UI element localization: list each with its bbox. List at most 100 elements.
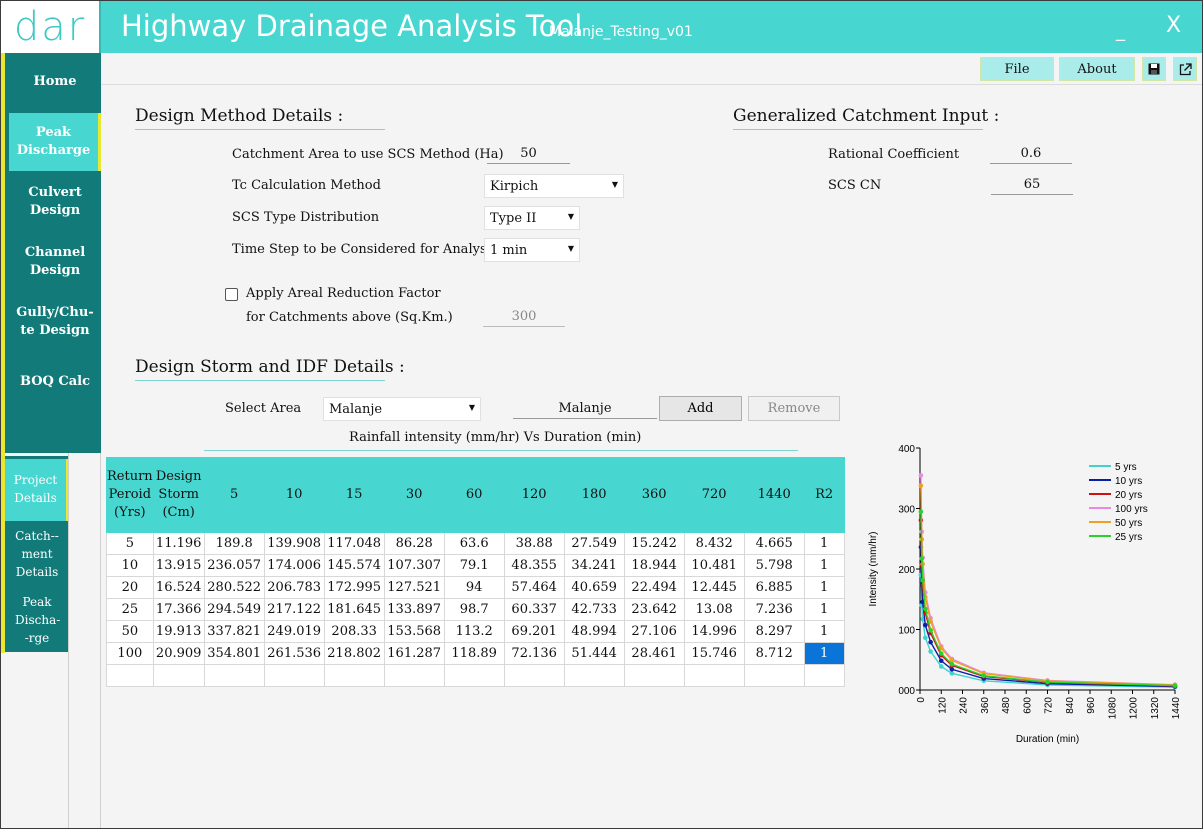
table-cell[interactable] xyxy=(383,664,445,687)
table-cell[interactable]: 69.201 xyxy=(503,620,565,643)
table-cell[interactable]: 10.481 xyxy=(683,554,745,577)
table-cell[interactable]: 34.241 xyxy=(563,554,625,577)
external-link-icon[interactable] xyxy=(1173,57,1197,81)
table-cell[interactable] xyxy=(743,664,805,687)
table-cell[interactable]: 337.821 xyxy=(203,620,265,643)
sidebar-item-gully-chute-design[interactable]: Gully/Chu-te Design xyxy=(16,305,94,338)
table-cell[interactable]: 40.659 xyxy=(563,576,625,599)
table-cell[interactable]: 15.746 xyxy=(683,642,745,665)
table-cell[interactable]: 117.048 xyxy=(323,532,385,555)
subnav-peak-discharge[interactable]: Peak Discha--rge xyxy=(15,595,61,645)
subnav-catchment-details[interactable]: Catch--ment Details xyxy=(15,529,59,579)
table-cell[interactable]: 174.006 xyxy=(263,554,325,577)
table-cell[interactable] xyxy=(203,664,265,687)
table-cell[interactable]: 86.28 xyxy=(383,532,445,555)
table-cell[interactable] xyxy=(563,664,625,687)
sidebar-item-channel-design[interactable]: Channel Design xyxy=(24,245,86,278)
table-cell[interactable] xyxy=(106,664,154,687)
table-cell[interactable]: 217.122 xyxy=(263,598,325,621)
arf-checkbox[interactable] xyxy=(225,288,238,301)
table-cell[interactable] xyxy=(323,664,385,687)
table-cell[interactable]: 153.568 xyxy=(383,620,445,643)
table-row[interactable]: 5 11.196 189.8 139.908 117.048 86.28 63.6 38.88… xyxy=(106,532,845,555)
table-cell[interactable]: 50 xyxy=(106,620,154,643)
table-cell[interactable]: 206.783 xyxy=(263,576,325,599)
sidebar-item-peak-discharge[interactable]: Peak Discharge xyxy=(9,113,101,171)
table-cell[interactable]: 27.549 xyxy=(563,532,625,555)
table-cell[interactable]: 72.136 xyxy=(503,642,565,665)
table-cell[interactable]: 1 xyxy=(803,642,845,665)
table-cell[interactable]: 8.712 xyxy=(743,642,805,665)
table-cell[interactable]: 57.464 xyxy=(503,576,565,599)
table-cell[interactable]: 8.297 xyxy=(743,620,805,643)
table-cell[interactable]: 208.33 xyxy=(323,620,385,643)
table-cell[interactable]: 79.1 xyxy=(443,554,505,577)
table-cell[interactable]: 139.908 xyxy=(263,532,325,555)
table-cell[interactable]: 42.733 xyxy=(563,598,625,621)
table-cell[interactable]: 261.536 xyxy=(263,642,325,665)
table-cell[interactable]: 16.524 xyxy=(152,576,205,599)
table-cell[interactable]: 10 xyxy=(106,554,154,577)
table-cell[interactable]: 354.801 xyxy=(203,642,265,665)
table-cell[interactable]: 27.106 xyxy=(623,620,685,643)
table-cell[interactable]: 20.909 xyxy=(152,642,205,665)
table-cell[interactable]: 218.802 xyxy=(323,642,385,665)
table-cell[interactable]: 113.2 xyxy=(443,620,505,643)
minimize-button[interactable]: _ xyxy=(1116,21,1125,42)
table-cell[interactable]: 1 xyxy=(803,598,845,621)
table-cell[interactable]: 145.574 xyxy=(323,554,385,577)
table-cell[interactable]: 38.88 xyxy=(503,532,565,555)
table-cell[interactable]: 172.995 xyxy=(323,576,385,599)
table-cell[interactable]: 22.494 xyxy=(623,576,685,599)
table-cell[interactable]: 4.665 xyxy=(743,532,805,555)
table-cell[interactable]: 98.7 xyxy=(443,598,505,621)
table-cell[interactable]: 280.522 xyxy=(203,576,265,599)
table-row[interactable]: 100 20.909 354.801 261.536 218.802 161.287 118… xyxy=(106,642,845,665)
table-row[interactable]: 10 13.915 236.057 174.006 145.574 107.307 79.1… xyxy=(106,554,845,577)
table-cell[interactable]: 15.242 xyxy=(623,532,685,555)
table-cell[interactable] xyxy=(503,664,565,687)
table-cell[interactable]: 1 xyxy=(803,554,845,577)
table-cell[interactable]: 13.915 xyxy=(152,554,205,577)
table-cell[interactable]: 13.08 xyxy=(683,598,745,621)
table-cell[interactable]: 8.432 xyxy=(683,532,745,555)
table-cell[interactable]: 51.444 xyxy=(563,642,625,665)
arf-threshold-input[interactable]: 300 xyxy=(483,309,565,327)
table-cell[interactable]: 20 xyxy=(106,576,154,599)
table-row[interactable]: 20 16.524 280.522 206.783 172.995 127.521 94 57… xyxy=(106,576,845,599)
table-cell[interactable]: 236.057 xyxy=(203,554,265,577)
close-button[interactable]: X xyxy=(1166,13,1182,38)
table-row[interactable]: 50 19.913 337.821 249.019 208.33 153.568 113.2… xyxy=(106,620,845,643)
table-cell[interactable]: 294.549 xyxy=(203,598,265,621)
table-cell[interactable]: 18.944 xyxy=(623,554,685,577)
table-cell[interactable]: 63.6 xyxy=(443,532,505,555)
about-button[interactable]: About xyxy=(1059,57,1135,81)
scs-cn-input[interactable]: 65 xyxy=(991,177,1073,195)
table-cell[interactable]: 161.287 xyxy=(383,642,445,665)
table-cell[interactable]: 5.798 xyxy=(743,554,805,577)
table-cell[interactable]: 7.236 xyxy=(743,598,805,621)
save-icon[interactable] xyxy=(1142,57,1166,81)
table-cell[interactable]: 107.307 xyxy=(383,554,445,577)
table-cell[interactable] xyxy=(623,664,685,687)
table-cell[interactable]: 100 xyxy=(106,642,154,665)
area-name-input[interactable]: Malanje xyxy=(513,401,657,419)
remove-button[interactable]: Remove xyxy=(748,396,840,421)
table-cell[interactable]: 133.897 xyxy=(383,598,445,621)
tc-method-select[interactable]: Kirpich ▼ xyxy=(484,174,624,198)
table-cell[interactable]: 23.642 xyxy=(623,598,685,621)
select-area-dropdown[interactable]: Malanje ▼ xyxy=(323,397,481,421)
table-cell[interactable]: 1 xyxy=(803,576,845,599)
table-cell[interactable]: 5 xyxy=(106,532,154,555)
sidebar-item-home[interactable]: Home xyxy=(33,74,77,89)
table-cell[interactable] xyxy=(152,664,205,687)
table-cell[interactable]: 12.445 xyxy=(683,576,745,599)
rational-coefficient-input[interactable]: 0.6 xyxy=(990,146,1072,164)
table-cell[interactable]: 1 xyxy=(803,620,845,643)
table-cell[interactable]: 17.366 xyxy=(152,598,205,621)
table-cell[interactable]: 19.913 xyxy=(152,620,205,643)
add-button[interactable]: Add xyxy=(659,396,742,421)
sidebar-item-boq-calc[interactable]: BOQ Calc xyxy=(19,374,91,389)
table-cell[interactable]: 181.645 xyxy=(323,598,385,621)
table-cell[interactable]: 48.355 xyxy=(503,554,565,577)
